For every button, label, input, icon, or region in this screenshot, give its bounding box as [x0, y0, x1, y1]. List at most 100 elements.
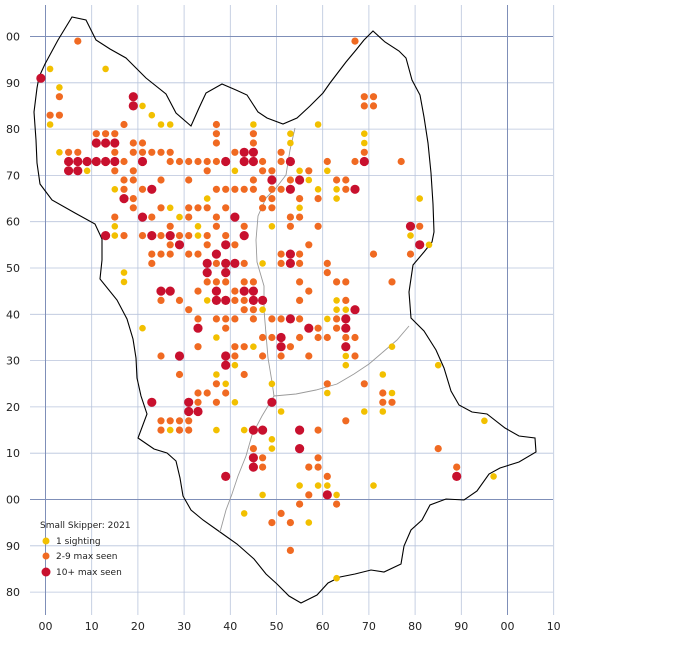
dot-2-9-max-seen	[231, 343, 239, 351]
dot-2-9-max-seen	[138, 148, 147, 156]
dot-10-plus-max-seen	[248, 425, 258, 435]
dot-1-sighting	[425, 241, 433, 249]
dot-2-9-max-seen	[351, 157, 359, 166]
dot-10-plus-max-seen	[322, 490, 332, 500]
dot-10-plus-max-seen	[110, 138, 120, 148]
dot-2-9-max-seen	[111, 167, 119, 175]
dot-1-sighting	[111, 223, 119, 230]
dot-10-plus-max-seen	[147, 184, 157, 194]
dot-2-9-max-seen	[212, 185, 220, 193]
dot-2-9-max-seen	[323, 269, 331, 277]
dot-2-9-max-seen	[240, 370, 248, 379]
legend-swatch-10-plus-max-seen	[41, 567, 51, 577]
dot-2-9-max-seen	[268, 185, 276, 193]
dot-2-9-max-seen	[203, 278, 211, 286]
dot-10-plus-max-seen	[156, 286, 166, 296]
dot-2-9-max-seen	[240, 296, 248, 304]
county-outline	[33, 16, 537, 604]
dot-10-plus-max-seen	[202, 258, 212, 268]
y-axis-labels: 00 90 80 70 60 50 40 30 20 10 00 90 80	[6, 31, 20, 600]
dot-2-9-max-seen	[157, 426, 165, 434]
dot-2-9-max-seen	[249, 130, 257, 138]
dot-1-sighting	[333, 297, 340, 304]
dot-2-9-max-seen	[231, 185, 239, 193]
dot-2-9-max-seen	[185, 176, 193, 184]
dot-2-9-max-seen	[129, 148, 137, 156]
dot-2-9-max-seen	[268, 333, 276, 342]
dot-2-9-max-seen	[231, 241, 239, 249]
dot-2-9-max-seen	[342, 185, 350, 193]
sighting-markers	[36, 37, 497, 582]
dot-2-9-max-seen	[148, 250, 156, 258]
dot-2-9-max-seen	[222, 185, 230, 193]
dot-2-9-max-seen	[46, 111, 54, 119]
dot-2-9-max-seen	[388, 398, 396, 406]
dot-2-9-max-seen	[212, 139, 220, 147]
dot-2-9-max-seen	[259, 352, 267, 360]
dot-2-9-max-seen	[314, 426, 322, 434]
legend-title: Small Skipper: 2021	[40, 521, 131, 531]
legend-swatch-1-sighting	[42, 537, 50, 545]
dot-1-sighting	[342, 361, 350, 369]
dot-2-9-max-seen	[249, 306, 257, 314]
dot-2-9-max-seen	[194, 204, 202, 212]
dot-10-plus-max-seen	[221, 156, 231, 167]
dot-1-sighting	[296, 167, 303, 175]
dot-1-sighting	[148, 111, 156, 119]
dot-1-sighting	[194, 223, 202, 230]
internal-boundary-1	[255, 127, 296, 397]
dot-1-sighting	[139, 102, 146, 110]
dot-2-9-max-seen	[120, 120, 128, 129]
dot-10-plus-max-seen	[165, 286, 175, 296]
dot-1-sighting	[324, 482, 331, 489]
dot-2-9-max-seen	[249, 185, 257, 193]
y-tick-label: 00	[6, 31, 20, 44]
dot-10-plus-max-seen	[405, 221, 416, 231]
dot-2-9-max-seen	[212, 259, 220, 267]
dot-2-9-max-seen	[212, 157, 220, 166]
dot-2-9-max-seen	[212, 120, 220, 129]
dot-2-9-max-seen	[369, 250, 378, 258]
dot-2-9-max-seen	[333, 315, 341, 323]
dot-2-9-max-seen	[240, 343, 248, 351]
dot-2-9-max-seen	[157, 250, 165, 258]
dot-2-9-max-seen	[296, 278, 304, 286]
dot-10-plus-max-seen	[248, 286, 258, 296]
dot-10-plus-max-seen	[221, 268, 231, 278]
dot-10-plus-max-seen	[221, 258, 231, 268]
dot-2-9-max-seen	[222, 204, 230, 212]
dot-10-plus-max-seen	[248, 147, 258, 157]
dot-1-sighting	[268, 436, 276, 443]
dot-2-9-max-seen	[74, 148, 82, 156]
dot-2-9-max-seen	[342, 296, 350, 304]
dot-1-sighting	[296, 482, 303, 489]
dot-2-9-max-seen	[314, 195, 322, 203]
dot-10-plus-max-seen	[295, 444, 305, 454]
dot-10-plus-max-seen	[285, 184, 295, 194]
dot-2-9-max-seen	[74, 37, 82, 45]
dot-2-9-max-seen	[240, 185, 248, 193]
y-tick-label: 10	[6, 447, 20, 460]
dot-10-plus-max-seen	[285, 249, 295, 259]
dot-2-9-max-seen	[259, 195, 267, 203]
dot-2-9-max-seen	[138, 185, 147, 193]
dot-10-plus-max-seen	[221, 471, 231, 481]
dot-2-9-max-seen	[194, 398, 202, 406]
dot-2-9-max-seen	[185, 157, 193, 166]
dot-2-9-max-seen	[286, 519, 294, 527]
dot-2-9-max-seen	[55, 93, 64, 101]
dot-2-9-max-seen	[102, 130, 110, 138]
dot-2-9-max-seen	[203, 204, 211, 212]
dot-10-plus-max-seen	[174, 351, 185, 361]
dot-10-plus-max-seen	[285, 156, 295, 167]
dot-2-9-max-seen	[185, 250, 193, 258]
dot-2-9-max-seen	[203, 232, 211, 240]
dot-2-9-max-seen	[203, 241, 211, 249]
dot-2-9-max-seen	[212, 130, 220, 138]
dot-10-plus-max-seen	[119, 194, 129, 204]
dot-1-sighting	[314, 482, 322, 489]
dot-2-9-max-seen	[277, 148, 285, 156]
x-tick-label: 00	[39, 620, 53, 633]
dot-2-9-max-seen	[185, 204, 193, 212]
